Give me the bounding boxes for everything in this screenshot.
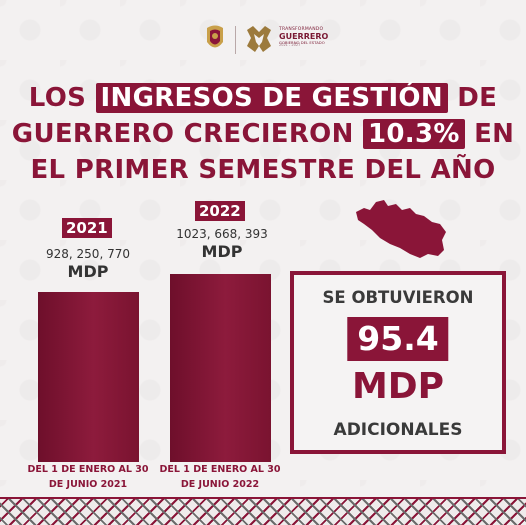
period-2021-line1: DEL 1 DE ENERO AL 30 [27, 464, 149, 475]
bar-2021 [38, 292, 139, 462]
period-2021-line2: DE JUNIO 2021 [48, 479, 128, 490]
headline-highlight-percent: 10.3% [363, 119, 465, 149]
year-2021-label: 2021 [62, 218, 112, 238]
unit-2022: MDP [201, 242, 243, 261]
period-2022-line1: DEL 1 DE ENERO AL 30 [159, 464, 281, 475]
headline-line3: EL PRIMER SEMESTRE DEL AÑO [30, 155, 496, 185]
amount-2022: 1023, 668, 393 [176, 227, 268, 241]
headline-highlight-ingresos: INGRESOS DE GESTIÓN [95, 83, 448, 113]
logo-line4: 2021 - 2027 [279, 43, 301, 48]
guerrero-map-icon [356, 200, 446, 258]
headline: LOS INGRESOS DE GESTIÓN DE GUERRERO CREC… [0, 80, 526, 188]
period-2021: DEL 1 DE ENERO AL 30 DE JUNIO 2021 [23, 462, 153, 492]
logo-divider [235, 26, 236, 54]
summary-line1: SE OBTUVIERON [322, 288, 474, 307]
summary-unit: MDP [351, 366, 445, 407]
summary-number: 95.4 [347, 317, 449, 361]
summary-box: SE OBTUVIERON 95.4 MDP ADICIONALES [290, 271, 506, 454]
decorative-border [0, 497, 526, 525]
logo-text: TRANSFORMANDO GUERRERO GOBIERNO DEL ESTA… [279, 27, 329, 48]
logo-line1: TRANSFORMANDO [279, 27, 324, 32]
period-2022-line2: DE JUNIO 2022 [180, 479, 260, 490]
headline-line2: GUERRERO CRECIERON 10.3% EN [0, 116, 526, 152]
guerrero-logo-icon [247, 26, 271, 52]
header-logos: TRANSFORMANDO GUERRERO GOBIERNO DEL ESTA… [0, 22, 526, 62]
amount-2021: 928, 250, 770 [46, 247, 130, 261]
state-seal-icon [207, 25, 223, 48]
headline-line2-a: GUERRERO CRECIERON [11, 119, 354, 149]
year-2022-label: 2022 [195, 201, 245, 221]
summary-line2: ADICIONALES [333, 420, 463, 440]
bar-2022 [170, 274, 271, 462]
period-2022: DEL 1 DE ENERO AL 30 DE JUNIO 2022 [155, 462, 285, 492]
logo-line2: GUERRERO [279, 31, 329, 41]
logo-line3: GOBIERNO DEL ESTADO [279, 39, 325, 45]
headline-line1: LOS INGRESOS DE GESTIÓN DE [0, 80, 526, 116]
headline-line2-b: EN [474, 119, 515, 149]
headline-line1-b: DE [457, 83, 498, 113]
headline-line1-a: LOS [28, 83, 87, 113]
unit-2021: MDP [67, 262, 109, 281]
